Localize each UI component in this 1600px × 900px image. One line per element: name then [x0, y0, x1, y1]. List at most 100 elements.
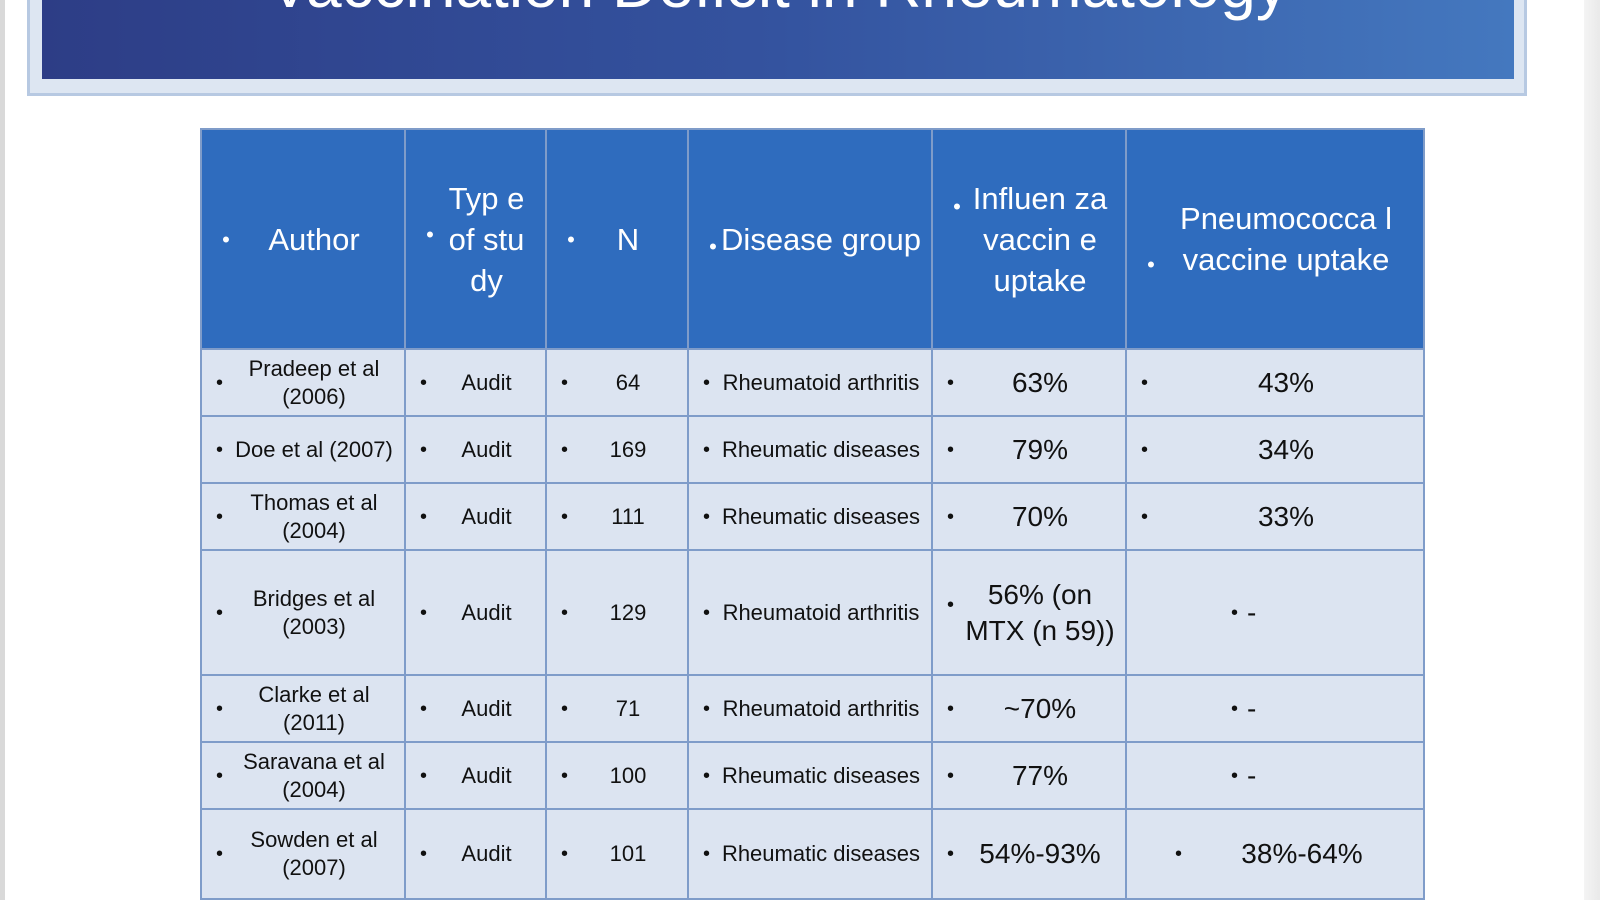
cell-author: • Saravana et al (2004) — [200, 741, 406, 810]
bullet-icon: • — [561, 843, 569, 865]
bullet-icon: • — [216, 438, 224, 461]
bullet-icon: • — [561, 697, 569, 720]
cell-pneumococcal: • 43% — [1125, 348, 1425, 417]
cell-disease: • Rheumatoid arthritis — [687, 674, 933, 743]
column-header-influenza: • Influen za vaccin e uptake — [931, 128, 1127, 350]
cell-pneumococcal: • 34% — [1125, 415, 1425, 484]
bullet-icon: • — [420, 843, 428, 865]
bullet-icon: • — [567, 226, 575, 252]
bullet-icon: • — [947, 371, 955, 394]
cell-n: • 101 — [545, 808, 689, 900]
cell-influenza: • ~70% — [931, 674, 1127, 743]
cell-author: • Pradeep et al (2006) — [200, 348, 406, 417]
bullet-icon: • — [420, 601, 428, 624]
bullet-icon: • — [1141, 438, 1149, 461]
bullet-icon: • — [561, 371, 569, 394]
cell-influenza: • 77% — [931, 741, 1127, 810]
cell-type: • Audit — [404, 415, 547, 484]
cell-author: • Thomas et al (2004) — [200, 482, 406, 551]
bullet-icon: • — [216, 843, 224, 865]
bullet-icon: • — [1231, 697, 1239, 720]
cell-pneumococcal: • - — [1125, 549, 1425, 676]
bullet-icon: • — [947, 438, 955, 461]
bullet-icon: • — [703, 438, 711, 461]
bullet-icon: • — [216, 697, 224, 720]
cell-disease: • Rheumatic diseases — [687, 808, 933, 900]
bullet-icon: • — [420, 438, 428, 461]
bullet-icon: • — [561, 505, 569, 528]
cell-disease: • Rheumatoid arthritis — [687, 348, 933, 417]
cell-author: • Bridges et al (2003) — [200, 549, 406, 676]
bullet-icon: • — [953, 193, 961, 219]
cell-influenza: • 56% (on MTX (n 59)) — [931, 549, 1127, 676]
cell-influenza: • 70% — [931, 482, 1127, 551]
bullet-icon: • — [703, 371, 711, 394]
bullet-icon: • — [947, 505, 955, 528]
column-header-pneumococcal: • Pneumococca l vaccine uptake — [1125, 128, 1425, 350]
bullet-icon: • — [1147, 251, 1155, 277]
table-row: • Clarke et al (2011) • Audit • 71 • Rheumat… — [200, 674, 1425, 743]
cell-n: • 71 — [545, 674, 689, 743]
cell-type: • Audit — [404, 482, 547, 551]
column-header-author: • Author — [200, 128, 406, 350]
bullet-icon: • — [1175, 843, 1183, 865]
cell-pneumococcal: • - — [1125, 674, 1425, 743]
slide-title: Vaccination Deficit in Rheumatology — [42, 0, 1514, 22]
cell-pneumococcal: • 38%-64% — [1125, 808, 1425, 900]
cell-type: • Audit — [404, 741, 547, 810]
bullet-icon: • — [703, 843, 711, 865]
bullet-icon: • — [947, 593, 955, 616]
cell-disease: • Rheumatic diseases — [687, 741, 933, 810]
bullet-icon: • — [216, 505, 224, 528]
column-header-disease: • Disease group — [687, 128, 933, 350]
bullet-icon: • — [216, 764, 224, 787]
bullet-icon: • — [709, 233, 717, 259]
cell-disease: • Rheumatic diseases — [687, 482, 933, 551]
cell-pneumococcal: • 33% — [1125, 482, 1425, 551]
column-header-n: • N — [545, 128, 689, 350]
table-row: • Saravana et al (2004) • Audit • 100 • Rheu… — [200, 741, 1425, 810]
bullet-icon: • — [420, 505, 428, 528]
table-row: • Sowden et al (2007) • Audit • 101 • Rheuma… — [200, 808, 1425, 900]
bullet-icon: • — [561, 438, 569, 461]
bullet-icon: • — [1141, 505, 1149, 528]
cell-pneumococcal: • - — [1125, 741, 1425, 810]
slide-right-edge — [1584, 0, 1600, 900]
bullet-icon: • — [420, 697, 428, 720]
header-row: • Author • Typ e of stu dy • N • Disease gro… — [200, 128, 1425, 350]
cell-n: • 111 — [545, 482, 689, 551]
title-bar: Vaccination Deficit in Rheumatology — [42, 0, 1514, 79]
bullet-icon: • — [420, 764, 428, 787]
bullet-icon: • — [947, 843, 955, 865]
cell-influenza: • 54%-93% — [931, 808, 1127, 900]
cell-type: • Audit — [404, 549, 547, 676]
bullet-icon: • — [703, 764, 711, 787]
bullet-icon: • — [1231, 764, 1239, 787]
bullet-icon: • — [947, 764, 955, 787]
cell-n: • 129 — [545, 549, 689, 676]
cell-n: • 64 — [545, 348, 689, 417]
cell-influenza: • 63% — [931, 348, 1127, 417]
table-row: • Thomas et al (2004) • Audit • 111 • Rheuma… — [200, 482, 1425, 551]
column-header-type: • Typ e of stu dy — [404, 128, 547, 350]
bullet-icon: • — [216, 371, 224, 394]
table-row: • Pradeep et al (2006) • Audit • 64 • Rheuma… — [200, 348, 1425, 417]
bullet-icon: • — [561, 601, 569, 624]
vaccination-table: • Author • Typ e of stu dy • N • Disease gro… — [200, 128, 1425, 900]
cell-n: • 100 — [545, 741, 689, 810]
bullet-icon: • — [216, 601, 224, 624]
bullet-icon: • — [222, 226, 230, 252]
bullet-icon: • — [947, 697, 955, 720]
cell-author: • Sowden et al (2007) — [200, 808, 406, 900]
bullet-icon: • — [703, 697, 711, 720]
bullet-icon: • — [703, 505, 711, 528]
cell-type: • Audit — [404, 808, 547, 900]
cell-author: • Clarke et al (2011) — [200, 674, 406, 743]
bullet-icon: • — [561, 764, 569, 787]
cell-type: • Audit — [404, 674, 547, 743]
bullet-icon: • — [1141, 371, 1149, 394]
cell-influenza: • 79% — [931, 415, 1127, 484]
cell-author: • Doe et al (2007) — [200, 415, 406, 484]
cell-type: • Audit — [404, 348, 547, 417]
cell-disease: • Rheumatoid arthritis — [687, 549, 933, 676]
